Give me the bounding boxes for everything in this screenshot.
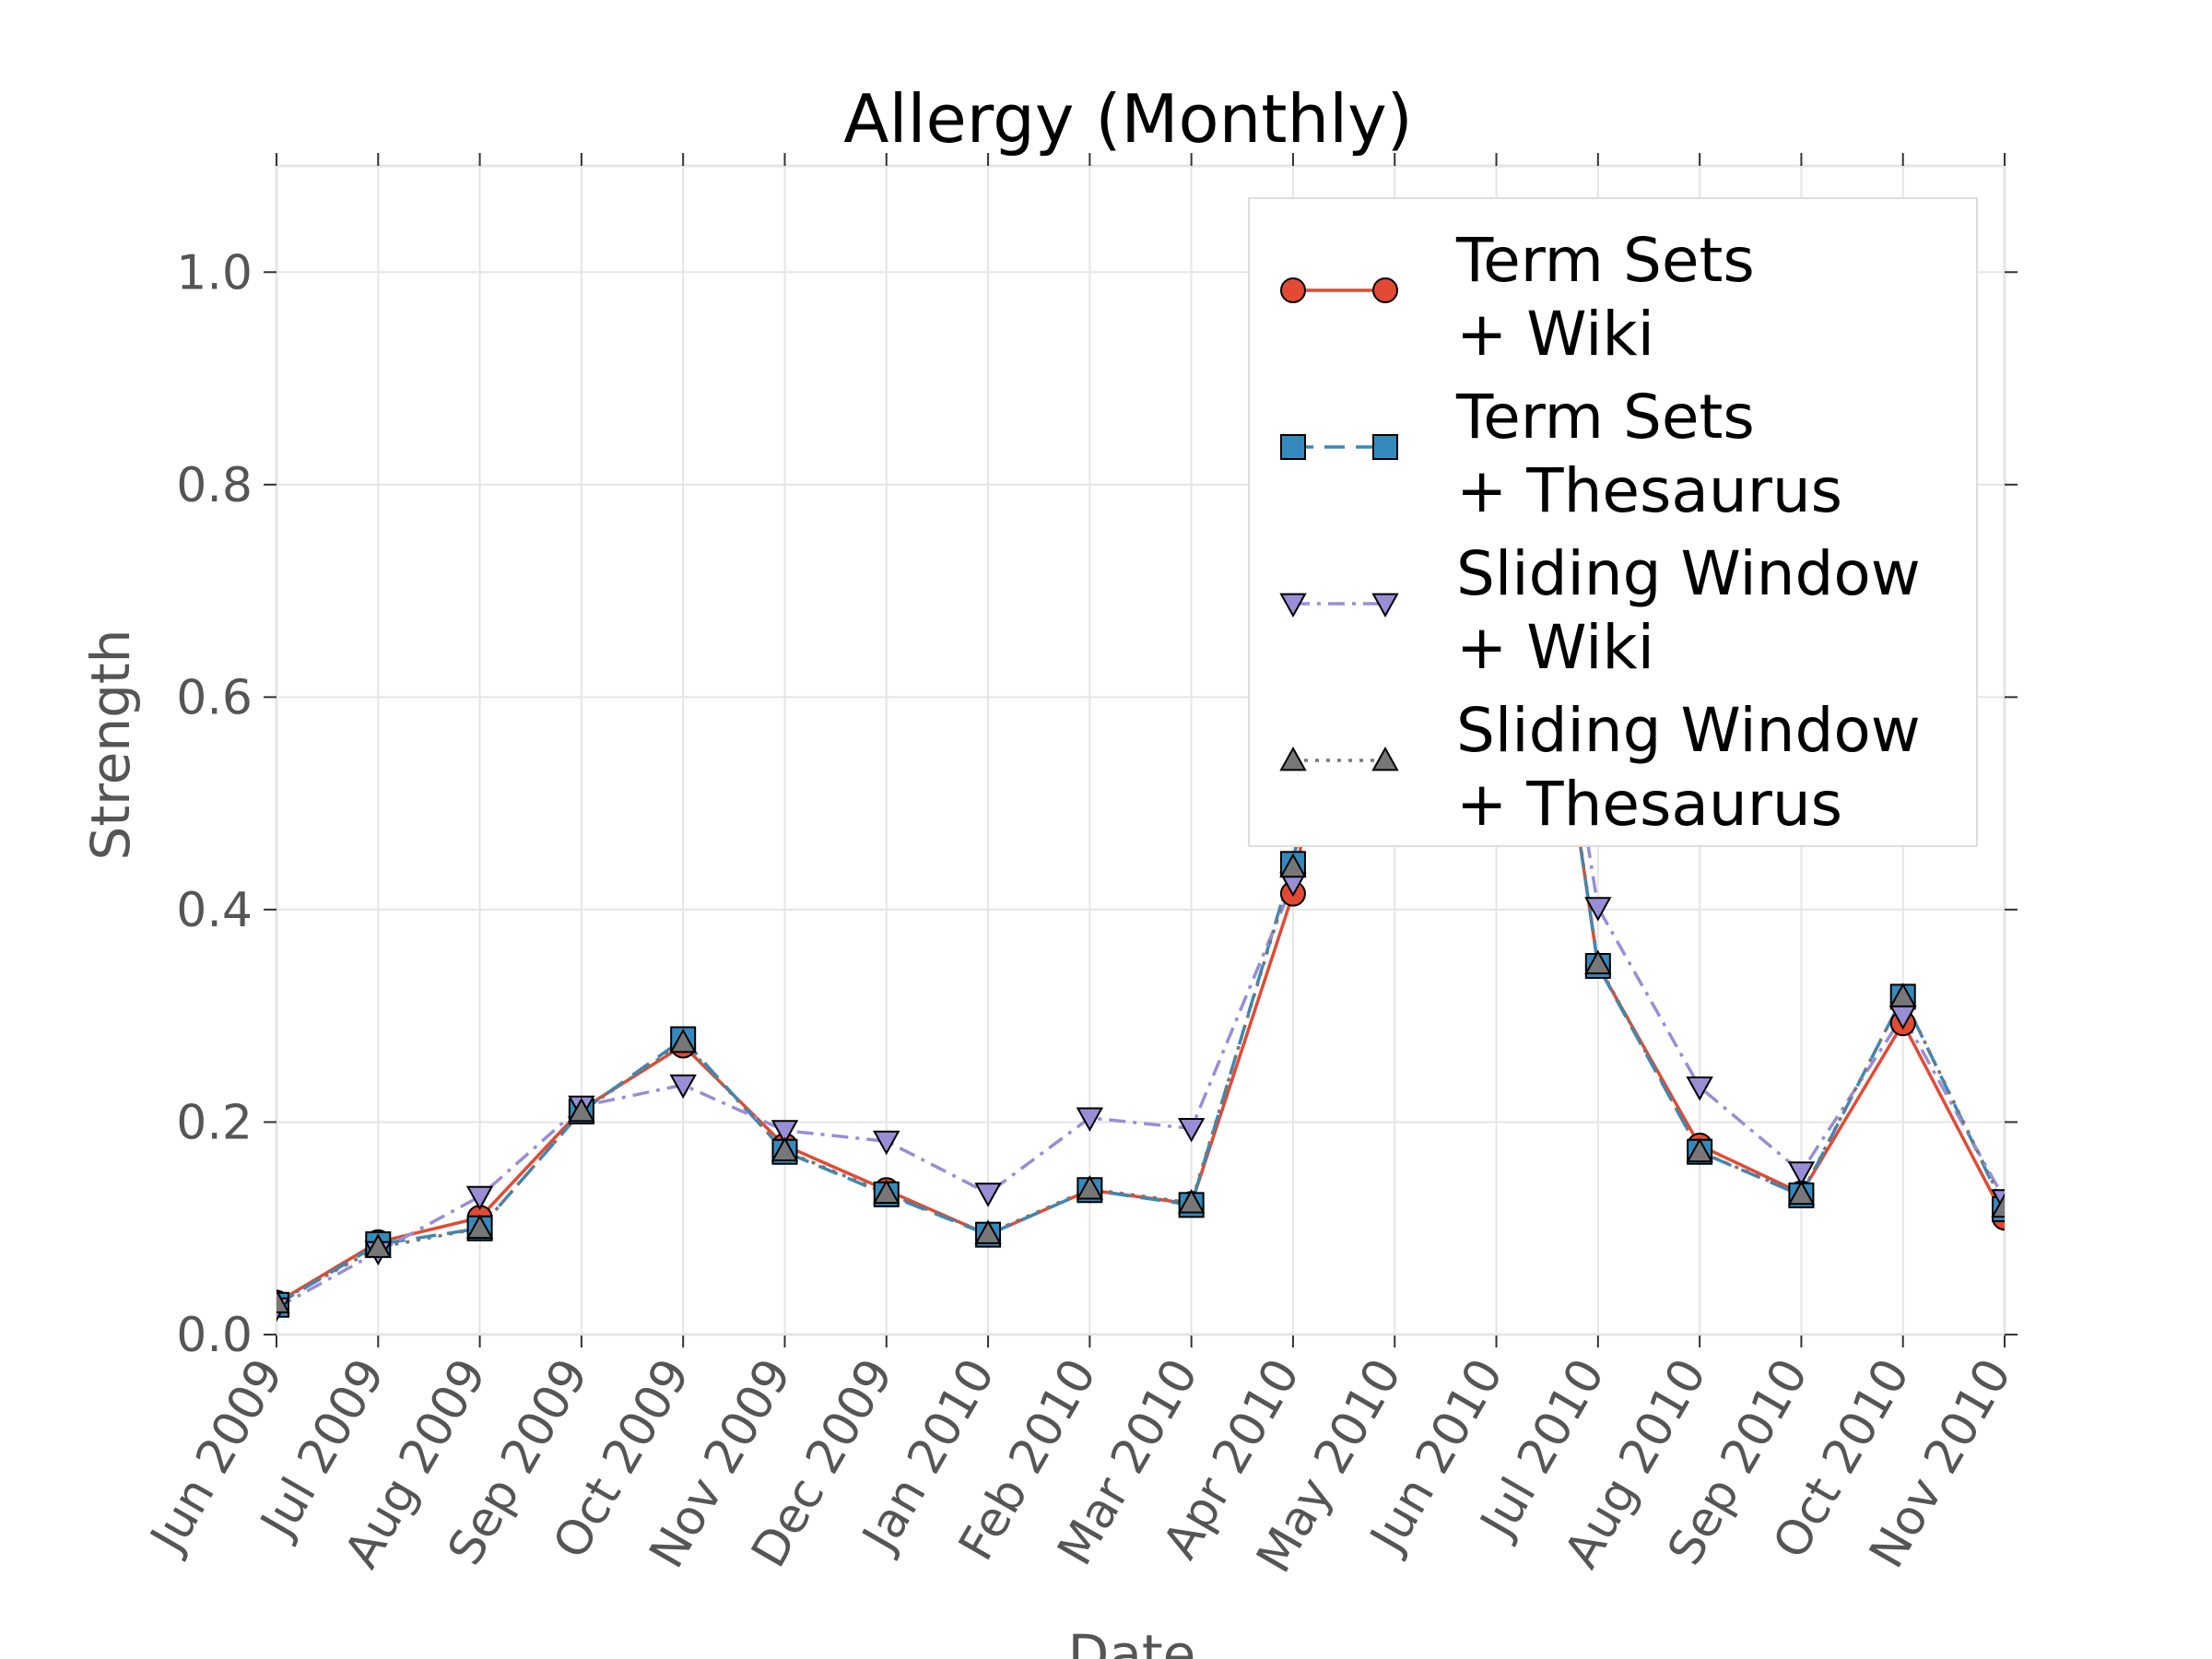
legend-marker xyxy=(1372,277,1398,303)
series-3-point xyxy=(1686,1077,1713,1101)
series-4-point xyxy=(1584,949,1612,975)
y-tick-label: 0.6 xyxy=(176,670,253,725)
series-line-4 xyxy=(276,270,2005,1304)
series-4-point xyxy=(1686,1137,1713,1163)
series-4-point xyxy=(1076,1175,1104,1200)
legend-entry-label: + Wiki xyxy=(1456,299,1654,370)
series-4-point xyxy=(276,1288,290,1313)
series-3-point xyxy=(1177,1117,1206,1143)
legend-entry-label: + Thesaurus xyxy=(1456,769,1842,840)
series-4-point xyxy=(1889,982,1917,1007)
series-4-point xyxy=(1787,1180,1816,1206)
series-4-point xyxy=(465,1214,494,1240)
legend-marker xyxy=(1280,277,1306,303)
chart-title: Allergy (Monthly) xyxy=(843,80,1413,158)
series-3-point xyxy=(873,1130,900,1156)
legend-marker xyxy=(1279,593,1307,618)
series-4-point xyxy=(1991,1193,2005,1218)
series-4-point xyxy=(873,1179,900,1205)
series-3-point xyxy=(974,1182,1002,1207)
legend-box xyxy=(1248,197,1978,847)
y-tick-label: 0.2 xyxy=(176,1095,253,1150)
legend-marker xyxy=(1279,746,1307,771)
y-tick-label: 1.0 xyxy=(176,245,253,300)
series-3-point xyxy=(1991,1189,2005,1214)
legend-marker xyxy=(1371,593,1399,618)
series-4-point xyxy=(1279,853,1307,878)
legend-marker xyxy=(1372,434,1398,460)
series-4-point xyxy=(669,1028,697,1053)
y-tick-label: 0.0 xyxy=(176,1308,253,1363)
y-axis-label: Strength xyxy=(79,629,142,861)
series-4-point xyxy=(771,1136,799,1161)
legend-entry-label: Term Sets xyxy=(1455,382,1755,453)
legend-entry-label: + Thesaurus xyxy=(1456,455,1842,526)
series-3-point xyxy=(1076,1107,1104,1132)
series-4-point xyxy=(1177,1189,1206,1214)
legend-marker xyxy=(1371,746,1399,771)
y-tick-label: 0.4 xyxy=(176,883,253,938)
y-tick-label: 0.8 xyxy=(176,458,253,513)
series-3-point xyxy=(1584,897,1612,922)
series-4-point xyxy=(974,1219,1002,1244)
series-4-point xyxy=(364,1233,392,1258)
legend-entry-label: + Wiki xyxy=(1456,612,1654,683)
legend-marker xyxy=(1280,434,1306,460)
series-4-point xyxy=(568,1097,595,1123)
series-3-point xyxy=(465,1185,494,1211)
legend-entry-label: Sliding Window xyxy=(1456,538,1921,609)
series-line-3 xyxy=(276,270,2005,1310)
x-axis-label: Date xyxy=(1068,1623,1196,1659)
series-3-point xyxy=(771,1120,799,1145)
legend-entry-label: Sliding Window xyxy=(1456,695,1921,766)
series-3-point xyxy=(1787,1161,1816,1186)
series-3-point xyxy=(669,1074,697,1100)
legend-entry-label: Term Sets xyxy=(1455,225,1755,296)
